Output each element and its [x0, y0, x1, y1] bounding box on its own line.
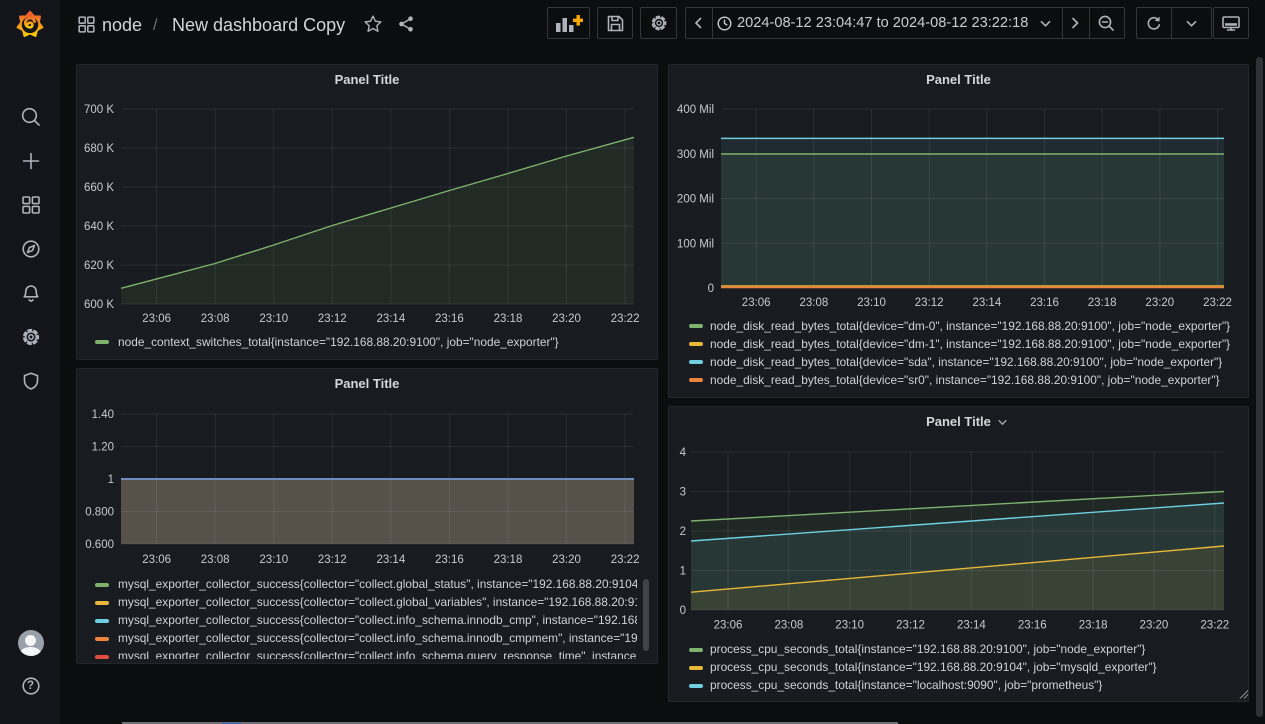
svg-text:23:20: 23:20: [1145, 297, 1174, 309]
svg-text:4: 4: [680, 447, 687, 459]
svg-text:23:14: 23:14: [376, 554, 405, 566]
svg-text:23:18: 23:18: [1079, 620, 1108, 632]
svg-text:23:16: 23:16: [1018, 620, 1047, 632]
svg-text:23:20: 23:20: [1140, 620, 1169, 632]
svg-text:23:14: 23:14: [376, 313, 405, 325]
svg-text:23:16: 23:16: [435, 313, 464, 325]
svg-text:23:22: 23:22: [1200, 620, 1229, 632]
svg-text:700 K: 700 K: [84, 104, 114, 116]
svg-text:640 K: 640 K: [84, 221, 114, 233]
svg-text:23:12: 23:12: [318, 554, 347, 566]
svg-text:23:06: 23:06: [742, 297, 771, 309]
svg-text:0.800: 0.800: [85, 507, 114, 519]
svg-text:1.40: 1.40: [92, 409, 114, 421]
svg-text:2: 2: [680, 526, 686, 538]
svg-text:23:08: 23:08: [201, 313, 230, 325]
svg-text:23:08: 23:08: [201, 554, 230, 566]
svg-text:23:06: 23:06: [142, 313, 171, 325]
svg-text:0.600: 0.600: [85, 539, 114, 551]
svg-text:23:16: 23:16: [1030, 297, 1059, 309]
svg-text:23:22: 23:22: [611, 313, 640, 325]
svg-text:1.20: 1.20: [92, 442, 114, 454]
svg-text:23:08: 23:08: [799, 297, 828, 309]
svg-text:200 Mil: 200 Mil: [677, 194, 714, 206]
svg-text:23:06: 23:06: [714, 620, 743, 632]
svg-text:23:22: 23:22: [611, 554, 640, 566]
svg-text:23:06: 23:06: [142, 554, 171, 566]
svg-text:23:22: 23:22: [1203, 297, 1232, 309]
svg-text:23:08: 23:08: [774, 620, 803, 632]
svg-text:23:12: 23:12: [915, 297, 944, 309]
svg-text:23:14: 23:14: [972, 297, 1001, 309]
svg-text:3: 3: [680, 487, 686, 499]
svg-text:100 Mil: 100 Mil: [677, 238, 714, 250]
svg-text:680 K: 680 K: [84, 143, 114, 155]
svg-text:620 K: 620 K: [84, 260, 114, 272]
svg-text:23:18: 23:18: [494, 554, 523, 566]
svg-text:23:10: 23:10: [259, 554, 288, 566]
svg-text:23:12: 23:12: [896, 620, 925, 632]
svg-text:1: 1: [108, 474, 114, 486]
svg-text:23:20: 23:20: [552, 554, 581, 566]
svg-text:23:18: 23:18: [1088, 297, 1117, 309]
svg-text:1: 1: [680, 566, 686, 578]
svg-text:23:20: 23:20: [552, 313, 581, 325]
svg-text:23:12: 23:12: [318, 313, 347, 325]
svg-text:0: 0: [680, 605, 686, 617]
svg-text:23:10: 23:10: [857, 297, 886, 309]
svg-text:300 Mil: 300 Mil: [677, 149, 714, 161]
svg-text:23:14: 23:14: [957, 620, 986, 632]
svg-text:600 K: 600 K: [84, 299, 114, 311]
svg-text:23:16: 23:16: [435, 554, 464, 566]
svg-text:400 Mil: 400 Mil: [677, 104, 714, 116]
svg-text:23:10: 23:10: [259, 313, 288, 325]
svg-text:0: 0: [708, 283, 714, 295]
svg-text:660 K: 660 K: [84, 182, 114, 194]
svg-text:23:18: 23:18: [494, 313, 523, 325]
svg-text:23:10: 23:10: [835, 620, 864, 632]
